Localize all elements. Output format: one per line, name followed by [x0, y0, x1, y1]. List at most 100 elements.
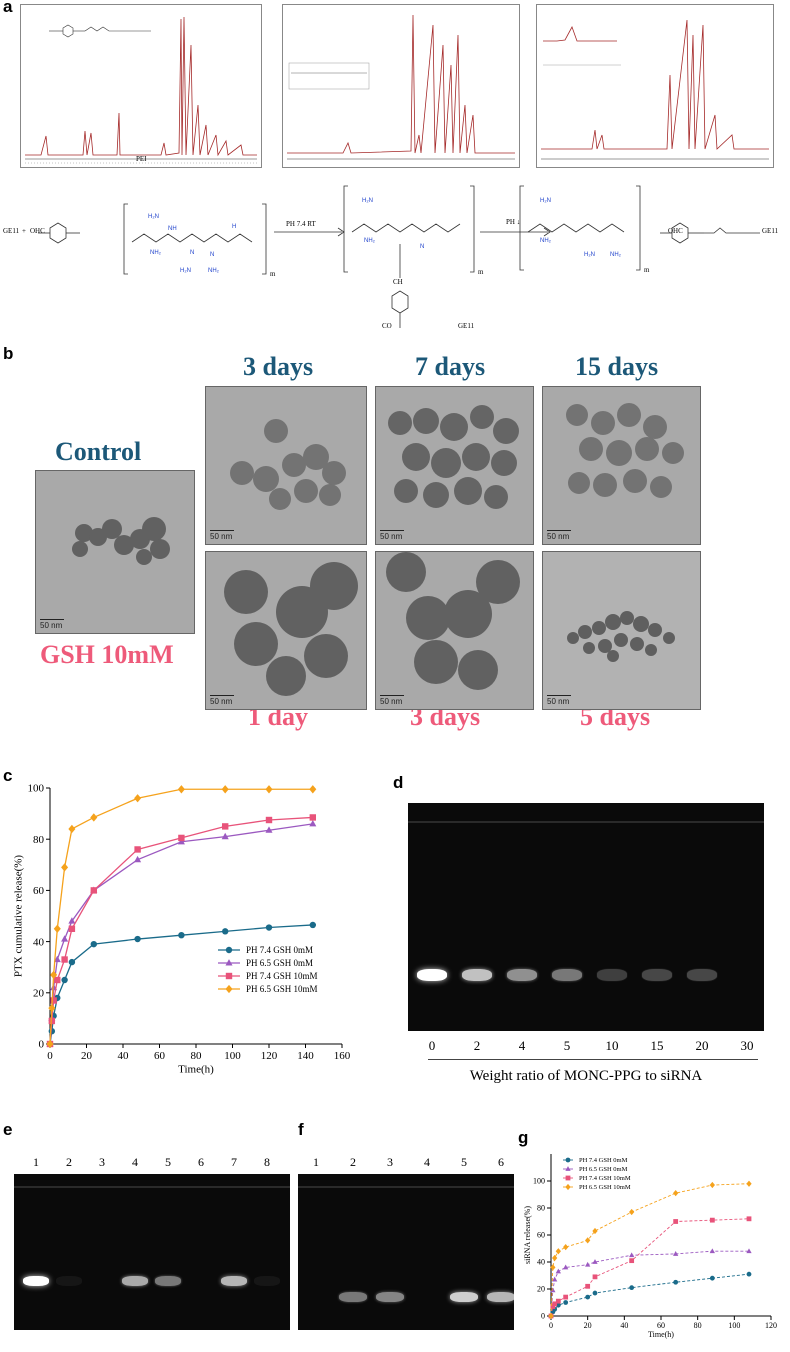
data-point-series-4 [265, 785, 273, 794]
legend-label: PH 6.5 GSH 10mM [246, 984, 318, 994]
lane-label-5: 5 [563, 1038, 571, 1053]
panel-f-letter: f [298, 1120, 304, 1139]
series-line-1 [550, 1273, 750, 1317]
svg-text:H₂N: H₂N [362, 198, 373, 204]
series-line-4 [550, 1183, 750, 1317]
gel-band [23, 1276, 49, 1286]
data-point-series-4 [550, 1264, 556, 1271]
series-line-2 [49, 823, 313, 1045]
data-point-series-2 [629, 1252, 635, 1258]
y-tick-label: 80 [33, 834, 45, 846]
lane-label-5: 5 [461, 1155, 467, 1169]
data-point-series-2 [550, 1287, 556, 1293]
x-tick-label: 60 [154, 1050, 166, 1062]
data-point-series-2 [563, 1264, 569, 1270]
scale-bar-label: 50 nm [40, 621, 63, 630]
panel-b-letter: b [3, 344, 14, 363]
data-point-series-2 [134, 855, 142, 863]
reactant-ge11: GE11 [3, 227, 20, 235]
y-tick-label: 80 [537, 1204, 545, 1213]
legend-label: PH 6.5 GSH 10mM [579, 1184, 631, 1191]
data-point-series-1 [61, 976, 68, 984]
data-point-series-1 [673, 1279, 679, 1285]
x-tick-label: 20 [81, 1050, 93, 1062]
gel-d-xlabel: Weight ratio of MONC-PPG to siRNA [469, 1068, 703, 1084]
y-tick-label: 20 [537, 1285, 545, 1294]
svg-text:NH₂: NH₂ [540, 238, 552, 244]
data-point-series-1 [592, 1290, 598, 1296]
gel-f-lane-labels: 1 2 3 4 5 6 [298, 1155, 514, 1171]
lane-label-4: 4 [132, 1155, 138, 1169]
nmr-spectrum-2-plot [287, 14, 515, 160]
nmr-spectrum-3-plot [541, 19, 769, 160]
data-point-series-3 [555, 1298, 561, 1304]
lane-label-4: 4 [424, 1155, 430, 1169]
gel-d-bands [408, 803, 764, 1031]
data-point-series-4 [709, 1181, 715, 1189]
m-subscript-3: m [644, 266, 650, 274]
data-point-series-4 [309, 785, 317, 794]
svg-text:N: N [420, 244, 424, 250]
gel-band [462, 969, 492, 981]
data-point-series-4 [90, 813, 98, 822]
nmr-spectrum-2 [282, 4, 520, 168]
data-point-series-3 [178, 834, 185, 842]
gel-well-row [298, 1186, 514, 1188]
legend-marker [225, 959, 233, 966]
data-point-series-4 [50, 970, 58, 980]
x-tick-label: 140 [297, 1050, 314, 1062]
scale-bar-label: 50 nm [380, 532, 403, 541]
x-tick-label: 80 [191, 1050, 203, 1062]
product-ohc: OHC [668, 227, 683, 235]
reactant-plus: + [22, 227, 26, 235]
chart-g-sirna-release: 0 20 40 60 80 100 120 0 20 40 60 80 100 Time(h) siRNA … [523, 1154, 777, 1339]
data-point-series-2 [746, 1248, 752, 1254]
data-point-series-1 [563, 1300, 569, 1305]
legend-marker [225, 946, 233, 954]
data-point-series-3 [563, 1294, 569, 1300]
gel-band [254, 1276, 280, 1286]
y-tick-label: 20 [33, 987, 45, 999]
gel-d-axis-line [428, 1059, 758, 1060]
chem-structure-sketch [49, 24, 151, 38]
lane-label-8: 8 [264, 1155, 270, 1169]
data-point-series-3 [673, 1219, 679, 1224]
tem-image-1-day: 50 nm [205, 551, 367, 710]
nmr-spectrum-3 [536, 4, 774, 168]
data-point-series-2 [673, 1251, 679, 1256]
svg-text:NH₂: NH₂ [150, 250, 162, 256]
y-tick-label: 100 [533, 1177, 545, 1186]
x-axis-label: Time(h) [178, 1064, 214, 1076]
x-tick-label: 120 [261, 1050, 278, 1062]
label-15-days-top: 15 days [575, 352, 659, 381]
x-tick-label: 0 [47, 1050, 53, 1062]
nmr-label-pei: PEI [136, 155, 147, 163]
svg-text:H₂N: H₂N [148, 214, 159, 220]
lane-label-10: 10 [605, 1038, 619, 1053]
lane-label-1: 1 [33, 1155, 39, 1169]
gel-band [687, 969, 717, 981]
gel-band [642, 969, 672, 981]
svg-text:N: N [210, 252, 214, 258]
reactant-ohc: OHC [30, 227, 45, 235]
gel-e-bands [14, 1174, 290, 1330]
data-point-series-1 [68, 958, 76, 966]
data-point-series-3 [550, 1304, 556, 1309]
data-point-series-4 [134, 794, 142, 803]
label-7-days-top: 7 days [415, 352, 486, 381]
data-point-series-3 [134, 846, 141, 853]
arrow2-condition: PH ↓ [506, 218, 521, 226]
chart-c-ptx-release: 0 20 40 60 80 100 120 140 160 0 20 40 60 80 100 Time(h)… [12, 783, 350, 1076]
data-point-series-1 [746, 1271, 752, 1277]
svg-text:NH₂: NH₂ [208, 268, 220, 274]
data-point-series-2 [585, 1261, 591, 1267]
legend-marker [565, 1183, 571, 1191]
gel-image-d [408, 803, 764, 1031]
gel-e-lane-labels: 1 2 3 4 5 6 7 8 [14, 1155, 290, 1171]
data-point-series-3 [54, 976, 61, 984]
data-point-series-2 [555, 1268, 561, 1274]
y-tick-label: 0 [541, 1312, 545, 1321]
gel-band [339, 1292, 367, 1302]
x-tick-label: 40 [620, 1321, 628, 1330]
